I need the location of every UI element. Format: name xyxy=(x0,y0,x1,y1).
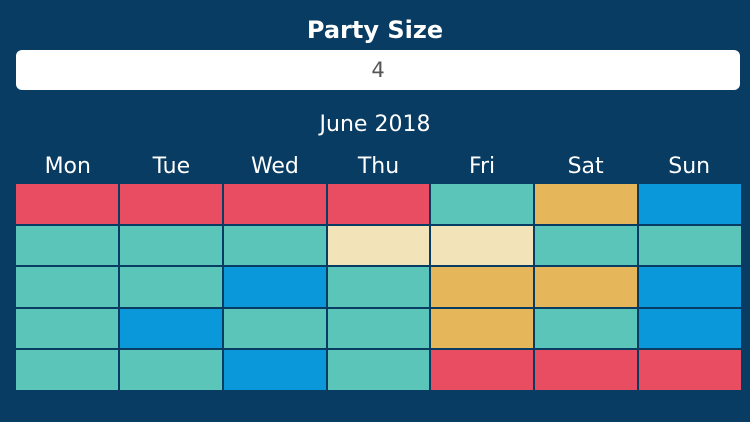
day-cell-gold[interactable] xyxy=(431,308,534,349)
day-cell-gold[interactable] xyxy=(535,184,638,224)
weekday-mon: Mon xyxy=(44,154,91,179)
weekday-header: Mon Tue Wed Thu Fri Sat Sun xyxy=(16,152,741,182)
weekday-sun: Sun xyxy=(668,154,711,179)
day-cell-gold[interactable] xyxy=(535,267,638,307)
day-cell-blue[interactable] xyxy=(639,267,741,307)
day-cell-teal[interactable] xyxy=(327,308,430,349)
month-label: June 2018 xyxy=(319,112,431,137)
day-cell-teal[interactable] xyxy=(327,267,430,307)
day-cell-red[interactable] xyxy=(431,350,534,390)
party-size-input[interactable] xyxy=(16,50,740,90)
weekday-wed: Wed xyxy=(250,154,299,179)
day-cell-teal[interactable] xyxy=(535,308,638,349)
day-cell-teal[interactable] xyxy=(639,225,741,266)
day-cell-gold[interactable] xyxy=(431,267,534,307)
day-cell-blue[interactable] xyxy=(639,184,741,224)
weekday-thu: Thu xyxy=(357,154,400,179)
day-cell-teal[interactable] xyxy=(327,350,430,390)
day-cell-red[interactable] xyxy=(535,350,638,390)
day-cell-red[interactable] xyxy=(639,350,741,390)
weekday-sat: Sat xyxy=(567,154,604,179)
day-cell-teal[interactable] xyxy=(16,225,118,266)
day-cell-teal[interactable] xyxy=(119,225,222,266)
day-cell-red[interactable] xyxy=(119,184,222,224)
day-cell-teal[interactable] xyxy=(535,225,638,266)
day-cell-cream[interactable] xyxy=(327,225,430,266)
party-size-title: Party Size xyxy=(306,16,444,44)
day-cell-blue[interactable] xyxy=(223,350,326,390)
day-cell-teal[interactable] xyxy=(431,184,534,224)
weekday-fri: Fri xyxy=(468,154,496,179)
day-cell-cream[interactable] xyxy=(431,225,534,266)
day-cell-teal[interactable] xyxy=(119,267,222,307)
day-cell-blue[interactable] xyxy=(223,267,326,307)
day-cell-red[interactable] xyxy=(327,184,430,224)
weekday-tue: Tue xyxy=(152,154,191,179)
day-cell-teal[interactable] xyxy=(16,267,118,307)
day-cell-teal[interactable] xyxy=(119,350,222,390)
day-cell-teal[interactable] xyxy=(223,225,326,266)
day-cell-red[interactable] xyxy=(223,184,326,224)
calendar-grid xyxy=(16,184,741,390)
day-cell-red[interactable] xyxy=(16,184,118,224)
day-cell-teal[interactable] xyxy=(223,308,326,349)
day-cell-teal[interactable] xyxy=(16,308,118,349)
day-cell-blue[interactable] xyxy=(119,308,222,349)
day-cell-blue[interactable] xyxy=(639,308,741,349)
day-cell-teal[interactable] xyxy=(16,350,118,390)
